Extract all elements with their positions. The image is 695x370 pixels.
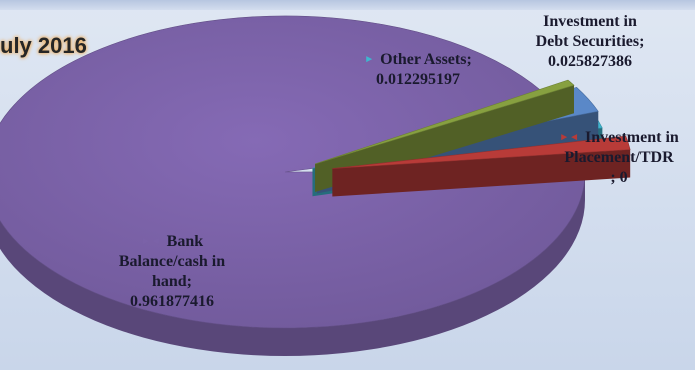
pie-top-face (0, 15, 586, 329)
pie-top-face (314, 79, 575, 165)
legend-marker-icon: ►◄ (140, 236, 161, 248)
legend-marker-icon: ► (364, 54, 375, 66)
header-strip (0, 0, 695, 10)
pie-top-face (332, 135, 631, 169)
label-bank-balance: ►◄ Bank Balance/cash in hand; 0.961877416 (118, 233, 226, 311)
label-investment-debt-securities: Investment in Debt Securities; 0.0258273… (535, 13, 645, 70)
pie-side-wall (0, 172, 585, 356)
label-other-assets: ► Other Assets; 0.012295197 (364, 51, 472, 89)
chart-title: uly 2016 (0, 33, 87, 58)
legend-marker-icon: ►◄ (559, 132, 579, 144)
pie-slice-placement-tdr (332, 135, 631, 197)
pie-slice-bank-balance (0, 15, 586, 356)
label-investment-placement-tdr: ►◄ Investment in Placement/TDR ; 0 (559, 129, 679, 187)
pie-edge-wall (332, 149, 631, 197)
